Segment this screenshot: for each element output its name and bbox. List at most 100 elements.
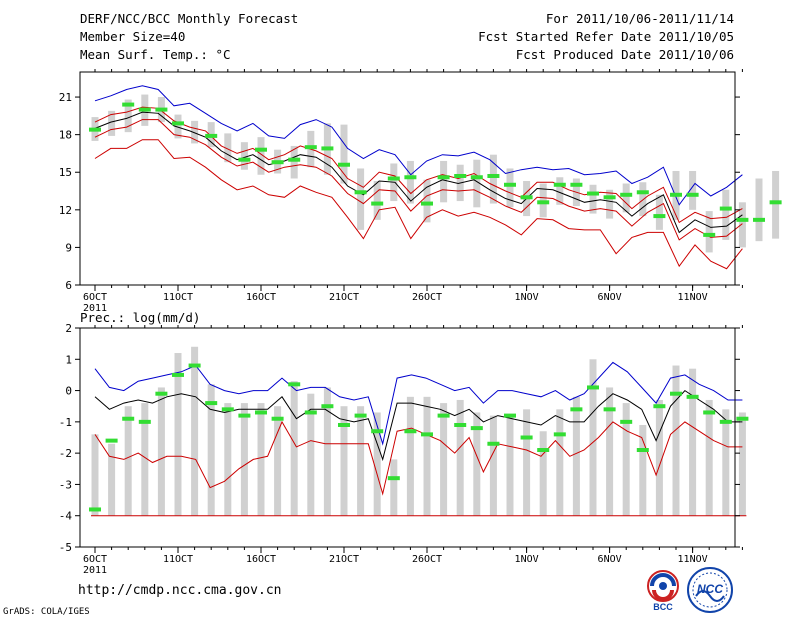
observed-marker xyxy=(338,162,350,167)
source-url: http://cmdp.ncc.cma.gov.cn xyxy=(78,583,282,598)
observed-marker xyxy=(404,175,417,180)
x-tick-label: 26OCT xyxy=(412,292,442,303)
series-ensemble-mean xyxy=(94,389,743,462)
observed-marker xyxy=(304,410,317,415)
observed-marker xyxy=(454,422,467,427)
x-tick-label: 16OCT xyxy=(246,292,276,303)
series-ensemble-mean xyxy=(94,111,743,234)
observed-marker xyxy=(238,157,251,162)
series-upper-pink xyxy=(94,106,743,224)
temperature-panel: 6 9 12 15 18 21 6OCT 11OCT 16OCT 21OCT 26OCT 1NOV 6N… xyxy=(59,69,782,314)
forecast-period: For 2011/10/06-2011/11/14 xyxy=(545,11,734,26)
observed-marker xyxy=(587,385,599,390)
observed-marker xyxy=(620,419,633,424)
y-tick-label: 18 xyxy=(59,129,72,142)
observed-marker xyxy=(89,507,101,512)
observed-marker xyxy=(587,191,599,196)
spread-bar xyxy=(506,415,514,516)
observed-marker xyxy=(188,363,201,368)
x-tick-label: 6NOV xyxy=(598,554,622,565)
y-tick-label: 9 xyxy=(65,241,72,254)
spread-bar xyxy=(108,110,116,136)
svg-text:NCC: NCC xyxy=(697,582,723,596)
observed-marker xyxy=(155,107,168,112)
observed-marker xyxy=(470,175,483,180)
series-lower-band xyxy=(94,420,743,496)
observed-marker xyxy=(703,410,716,415)
observed-marker xyxy=(520,195,533,200)
observed-marker xyxy=(387,176,400,181)
spread-bar xyxy=(489,154,497,204)
plot-frame xyxy=(79,71,736,286)
spread-bar xyxy=(124,99,132,133)
spread-bar xyxy=(91,434,99,516)
spread-bar xyxy=(257,137,265,175)
observed-marker xyxy=(122,102,135,107)
y-tick-label: -5 xyxy=(59,541,72,554)
observed-marker xyxy=(371,201,384,206)
spread-bar xyxy=(290,381,298,516)
ncc-logo: NCC xyxy=(686,566,734,614)
spread-bar xyxy=(340,124,348,184)
y-tick-label: -2 xyxy=(59,447,72,460)
spread-bar xyxy=(274,406,282,516)
x-tick-label: 21OCT xyxy=(329,554,359,565)
observed-marker xyxy=(553,182,566,187)
spread-bar xyxy=(473,412,481,516)
observed-marker xyxy=(553,432,566,437)
x-tick-label: 6OCT xyxy=(83,554,107,565)
spread-bar xyxy=(440,403,448,516)
spread-bar xyxy=(556,177,564,205)
spread-bar xyxy=(240,403,248,516)
observed-marker xyxy=(437,413,450,418)
observed-marker xyxy=(255,147,267,152)
spread-bar xyxy=(440,160,448,203)
x-year-label: 2011 xyxy=(83,303,107,314)
x-tick-label: 1NOV xyxy=(515,292,539,303)
observed-marker xyxy=(221,407,234,412)
observed-marker xyxy=(670,391,682,396)
observed-marker xyxy=(421,432,433,437)
spread-bar xyxy=(606,189,614,219)
spread-bar xyxy=(655,399,663,516)
observed-marker xyxy=(636,448,649,453)
spread-bar xyxy=(456,399,464,516)
spread-bar xyxy=(406,396,414,516)
y-tick-label: 15 xyxy=(59,166,72,179)
spread-bar xyxy=(506,168,514,208)
spread-bar xyxy=(606,387,614,516)
observed-marker xyxy=(686,394,699,399)
spread-bar xyxy=(639,424,647,516)
observed-marker xyxy=(271,416,284,421)
spread-bar xyxy=(589,359,597,516)
spread-bar xyxy=(423,179,431,223)
observed-marker xyxy=(105,438,118,443)
observed-marker xyxy=(570,182,583,187)
spread-bar xyxy=(290,145,298,179)
bcc-logo: BCC xyxy=(640,568,686,612)
observed-marker xyxy=(703,232,716,237)
spread-bar xyxy=(141,403,149,516)
spread-bar xyxy=(357,406,365,516)
svg-text:BCC: BCC xyxy=(653,602,673,612)
observed-marker xyxy=(719,206,732,211)
observed-marker xyxy=(172,121,184,126)
x-tick-label: 11NOV xyxy=(678,292,708,303)
x-year-label: 2011 xyxy=(83,565,107,576)
observed-marker xyxy=(138,107,151,112)
spread-bar xyxy=(705,211,713,253)
observed-marker xyxy=(271,160,284,165)
observed-marker xyxy=(89,127,101,132)
observed-marker xyxy=(321,404,334,409)
spread-bar xyxy=(689,170,697,210)
spread-bar xyxy=(157,387,165,516)
spread-bar xyxy=(738,202,746,248)
y-tick-label: 2 xyxy=(65,322,72,335)
spread-bar xyxy=(539,431,547,516)
spread-bar xyxy=(323,387,331,516)
forecast-started-date: Fcst Started Refer Date 2011/10/05 xyxy=(478,29,734,44)
observed-marker xyxy=(304,145,317,150)
x-tick-label: 21OCT xyxy=(329,292,359,303)
spread-bar xyxy=(639,182,647,217)
